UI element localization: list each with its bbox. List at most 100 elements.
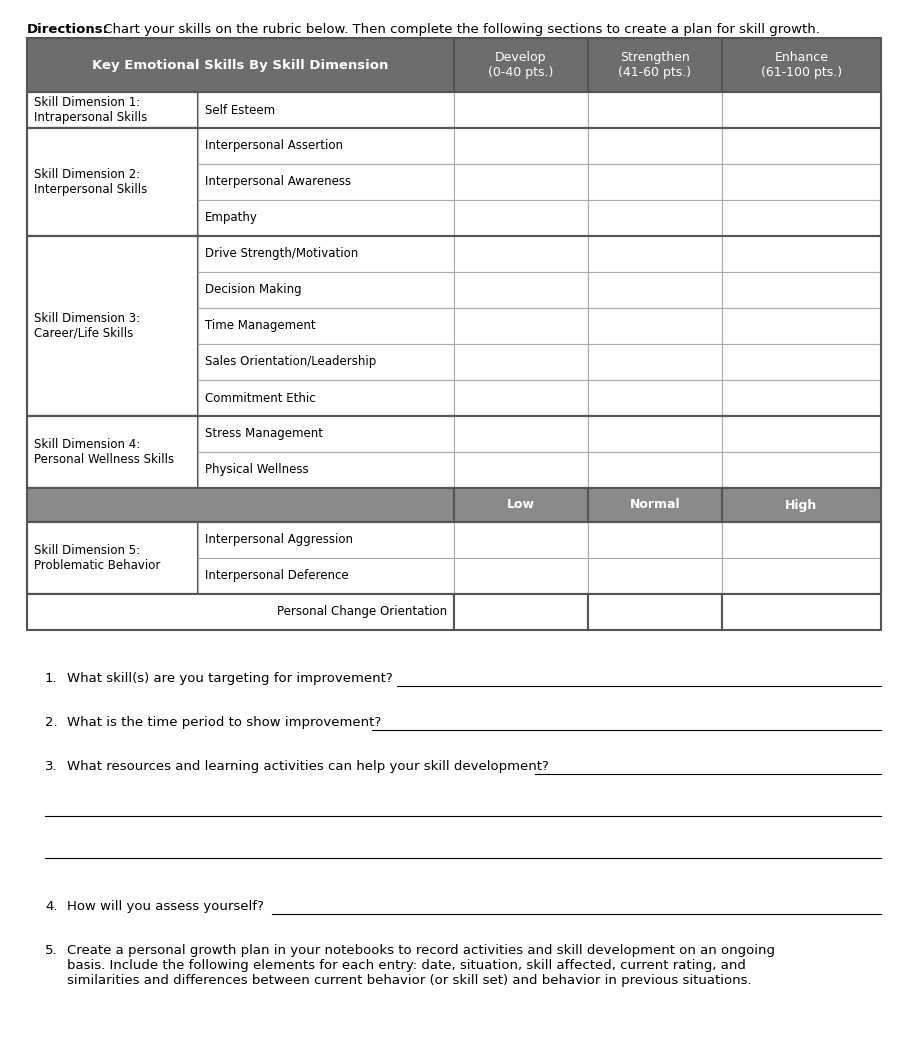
Bar <box>588 128 722 164</box>
Bar <box>722 272 881 308</box>
Bar <box>27 128 198 236</box>
Text: 1.: 1. <box>45 672 57 685</box>
Text: Skill Dimension 2:
Interpersonal Skills: Skill Dimension 2: Interpersonal Skills <box>34 168 147 196</box>
Text: Self Esteem: Self Esteem <box>205 104 275 117</box>
Text: Stress Management: Stress Management <box>205 427 323 441</box>
Text: Interpersonal Deference: Interpersonal Deference <box>205 569 349 583</box>
Bar <box>454 92 588 128</box>
Bar <box>588 38 722 92</box>
Bar <box>27 522 881 594</box>
Bar <box>722 344 881 380</box>
Text: Personal Change Orientation: Personal Change Orientation <box>277 606 447 618</box>
Text: Skill Dimension 1:
Intrapersonal Skills: Skill Dimension 1: Intrapersonal Skills <box>34 96 147 124</box>
Bar <box>198 200 454 236</box>
Text: High: High <box>785 499 817 511</box>
Text: Interpersonal Awareness: Interpersonal Awareness <box>205 175 351 189</box>
Bar <box>588 452 722 488</box>
Text: Interpersonal Aggression: Interpersonal Aggression <box>205 533 353 546</box>
Text: Decision Making: Decision Making <box>205 284 301 296</box>
Bar <box>198 344 454 380</box>
Bar <box>27 92 198 128</box>
Bar <box>454 344 588 380</box>
Bar <box>722 38 881 92</box>
Bar <box>27 522 198 594</box>
Bar <box>722 92 881 128</box>
Bar <box>198 558 454 594</box>
Text: Key Emotional Skills By Skill Dimension: Key Emotional Skills By Skill Dimension <box>93 59 389 71</box>
Bar <box>27 594 454 630</box>
Bar <box>198 308 454 344</box>
Text: What skill(s) are you targeting for improvement?: What skill(s) are you targeting for impr… <box>67 672 393 685</box>
Bar <box>588 164 722 200</box>
Text: Sales Orientation/Leadership: Sales Orientation/Leadership <box>205 356 376 369</box>
Text: Develop
(0-40 pts.): Develop (0-40 pts.) <box>489 51 554 79</box>
Text: Physical Wellness: Physical Wellness <box>205 463 309 477</box>
Bar <box>722 164 881 200</box>
Bar <box>588 594 722 630</box>
Bar <box>588 272 722 308</box>
Bar <box>454 164 588 200</box>
Bar <box>454 522 588 558</box>
Text: What resources and learning activities can help your skill development?: What resources and learning activities c… <box>67 760 548 773</box>
Text: 5.: 5. <box>45 944 57 957</box>
Bar <box>27 416 198 488</box>
Text: Skill Dimension 5:
Problematic Behavior: Skill Dimension 5: Problematic Behavior <box>34 544 161 572</box>
Bar <box>454 200 588 236</box>
Bar <box>27 236 198 416</box>
Bar <box>198 128 454 164</box>
Text: Low: Low <box>507 499 535 511</box>
Text: Chart your skills on the rubric below. Then complete the following sections to c: Chart your skills on the rubric below. T… <box>99 23 820 36</box>
Bar <box>588 488 722 522</box>
Bar <box>722 416 881 452</box>
Bar <box>722 558 881 594</box>
Bar <box>27 128 881 236</box>
Bar <box>198 236 454 272</box>
Text: What is the time period to show improvement?: What is the time period to show improvem… <box>67 716 381 729</box>
Bar <box>722 522 881 558</box>
Bar <box>588 200 722 236</box>
Bar <box>454 308 588 344</box>
Bar <box>27 416 881 488</box>
Bar <box>198 452 454 488</box>
Bar <box>722 452 881 488</box>
Bar <box>588 344 722 380</box>
Bar <box>454 38 588 92</box>
Text: Skill Dimension 4:
Personal Wellness Skills: Skill Dimension 4: Personal Wellness Ski… <box>34 438 174 466</box>
Bar <box>198 92 454 128</box>
Bar <box>722 380 881 416</box>
Bar <box>27 92 881 128</box>
Text: 2.: 2. <box>45 716 57 729</box>
Text: 3.: 3. <box>45 760 57 773</box>
Bar <box>454 594 588 630</box>
Bar <box>198 164 454 200</box>
Bar <box>454 272 588 308</box>
Bar <box>198 416 454 452</box>
Bar <box>588 236 722 272</box>
Bar <box>722 236 881 272</box>
Bar <box>454 128 588 164</box>
Bar <box>588 308 722 344</box>
Bar <box>454 558 588 594</box>
Text: How will you assess yourself?: How will you assess yourself? <box>67 900 264 914</box>
Bar <box>454 236 588 272</box>
Text: Drive Strength/Motivation: Drive Strength/Motivation <box>205 248 359 260</box>
Bar <box>588 92 722 128</box>
Text: Interpersonal Assertion: Interpersonal Assertion <box>205 140 343 152</box>
Text: Enhance
(61-100 pts.): Enhance (61-100 pts.) <box>761 51 842 79</box>
Bar <box>454 380 588 416</box>
Text: Create a personal growth plan in your notebooks to record activities and skill d: Create a personal growth plan in your no… <box>67 944 775 987</box>
Bar <box>588 558 722 594</box>
Text: Directions:: Directions: <box>27 23 109 36</box>
Bar <box>27 236 881 416</box>
Bar <box>198 272 454 308</box>
Bar <box>454 452 588 488</box>
Bar <box>722 200 881 236</box>
Text: 4.: 4. <box>45 900 57 914</box>
Bar <box>27 488 454 522</box>
Bar <box>198 522 454 558</box>
Bar <box>588 522 722 558</box>
Bar <box>722 488 881 522</box>
Bar <box>722 594 881 630</box>
Text: Time Management: Time Management <box>205 319 316 333</box>
Text: Normal: Normal <box>629 499 680 511</box>
